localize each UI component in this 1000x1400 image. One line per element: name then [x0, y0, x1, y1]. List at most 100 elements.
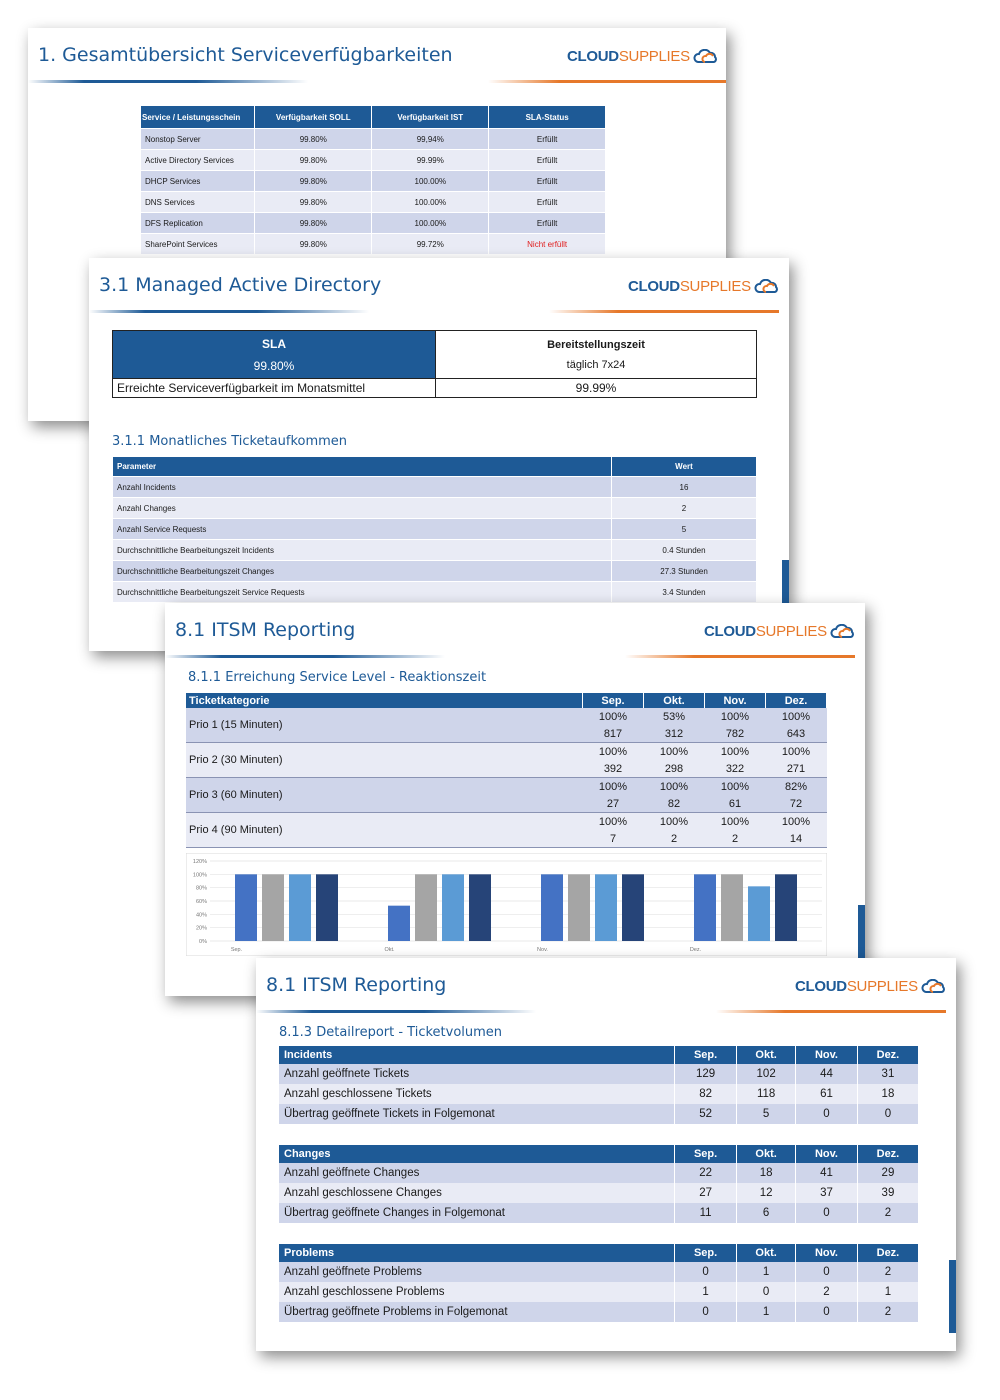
cell-value: 44	[795, 1064, 858, 1084]
cell-soll: 99.80%	[254, 212, 373, 234]
cloud-logo-icon	[830, 623, 854, 638]
ticket-volume-table-problems: Problems Sep. Okt. Nov. Dez. Anzahl geöffnete…	[279, 1244, 920, 1322]
cell-percent: 100%	[704, 708, 766, 725]
table-row: DFS Replication 99.80% 100.00% Erfüllt	[139, 212, 606, 234]
y-tick-label: 100%	[193, 872, 207, 878]
x-tick-label: Nov.	[537, 947, 548, 953]
cell-label: Übertrag geöffnete Tickets in Folgemonat	[279, 1104, 675, 1124]
table-row: Durchschnittliche Bearbeitungszeit Incid…	[112, 539, 757, 561]
cell-percent: 100%	[765, 812, 827, 830]
cell-sla-status: Erfüllt	[488, 149, 606, 171]
bereitstellungszeit-label: Bereitstellungszeit	[547, 338, 645, 351]
cell-value: 1	[674, 1282, 738, 1302]
section-heading: 8.1.3 Detailreport - Ticketvolumen	[279, 1025, 503, 1040]
cell-count: 14	[765, 830, 827, 848]
reaction-time-table: Ticketkategorie Sep. Okt. Nov. Dez. Prio…	[186, 693, 827, 848]
cell-service: Active Directory Services	[139, 149, 256, 171]
cloudsupplies-logo: CLOUD SUPPLIES	[628, 278, 781, 295]
cell-label: Anzahl geöffnete Tickets	[279, 1064, 675, 1084]
bar	[235, 874, 257, 941]
table-row: Anzahl Incidents 16	[112, 476, 757, 498]
cell-sla-status: Erfüllt	[488, 212, 606, 234]
col-header-service: Service / Leistungsschein	[139, 105, 256, 129]
table-row: Anzahl geschlossene Problems 1 0 2 1	[279, 1282, 920, 1302]
y-tick-label: 20%	[196, 926, 207, 932]
logo-underline	[716, 1010, 946, 1013]
col-header-month: Dez.	[857, 1244, 920, 1262]
cell-parameter: Anzahl Service Requests	[112, 518, 612, 540]
col-header-month: Nov.	[795, 1046, 858, 1064]
cell-count: 817	[582, 725, 644, 743]
cell-percent: 100%	[582, 812, 644, 830]
table-row: Übertrag geöffnete Tickets in Folgemonat…	[279, 1104, 920, 1124]
cell-percent: 82%	[765, 777, 827, 795]
table-row-count: 7 2 2 14	[186, 830, 827, 848]
col-header-soll: Verfügbarkeit SOLL	[254, 105, 373, 129]
y-tick-label: 40%	[196, 912, 207, 918]
cell-service: DNS Services	[139, 191, 256, 213]
cell-value: 1	[736, 1302, 797, 1322]
cell-value: 52	[674, 1104, 738, 1124]
cell-label: Anzahl geöffnete Changes	[279, 1163, 675, 1183]
cell-count: 782	[704, 725, 766, 743]
x-tick-label: Okt.	[384, 947, 395, 953]
cell-ticket-category: Prio 4 (90 Minuten)	[186, 812, 583, 848]
table-row-percent: Prio 3 (60 Minuten) 100% 100% 100% 82%	[186, 777, 827, 813]
table-row: Nonstop Server 99.80% 99,94% Erfüllt	[139, 128, 606, 150]
cell-label: Übertrag geöffnete Problems in Folgemona…	[279, 1302, 675, 1322]
bar	[721, 874, 743, 941]
cell-value: 18	[736, 1163, 797, 1183]
cell-value: 0	[736, 1282, 797, 1302]
bar	[568, 874, 590, 941]
col-header-sla-status: SLA-Status	[488, 105, 606, 129]
sla-label: SLA	[262, 336, 286, 351]
bar	[775, 874, 797, 941]
cell-ticket-category: Prio 1 (15 Minuten)	[186, 708, 583, 743]
y-tick-label: 80%	[196, 886, 207, 892]
cell-value: 41	[795, 1163, 858, 1183]
cell-value: 0	[795, 1302, 858, 1322]
table-row: Übertrag geöffnete Changes in Folgemonat…	[279, 1203, 920, 1223]
cell-value: 39	[857, 1183, 920, 1203]
cell-count: 298	[643, 760, 705, 778]
cell-value: 61	[795, 1084, 858, 1104]
availability-table: Service / Leistungsschein Verfügbarkeit S…	[139, 105, 606, 255]
cell-count: 271	[765, 760, 827, 778]
col-header-month: Okt.	[736, 1244, 797, 1262]
cell-count: 27	[582, 795, 644, 813]
group-header: Incidents	[279, 1046, 675, 1064]
cell-wert: 0.4 Stunden	[611, 539, 757, 561]
cell-value: 12	[736, 1183, 797, 1203]
table-row-count: 817 312 782 643	[186, 725, 827, 743]
cell-count: 643	[765, 725, 827, 743]
cell-count: 392	[582, 760, 644, 778]
availability-value: 99.99%	[435, 378, 757, 398]
cell-label: Anzahl geschlossene Changes	[279, 1183, 675, 1203]
cell-value: 0	[795, 1262, 858, 1282]
cell-percent: 100%	[704, 812, 766, 830]
cell-value: 82	[674, 1084, 738, 1104]
bar	[694, 874, 716, 941]
title-underline	[28, 80, 308, 83]
cell-value: 0	[674, 1302, 738, 1322]
cell-percent: 53%	[643, 708, 705, 725]
cell-sla-status: Erfüllt	[488, 128, 606, 150]
bar	[595, 874, 617, 941]
cell-value: 102	[736, 1064, 797, 1084]
col-header-ist: Verfügbarkeit IST	[371, 105, 490, 129]
col-header-okt: Okt.	[643, 693, 705, 708]
bar	[289, 874, 311, 941]
cell-percent: 100%	[582, 708, 644, 725]
col-header-ticketkategorie: Ticketkategorie	[186, 693, 583, 708]
bar	[469, 874, 491, 941]
cell-value: 0	[795, 1203, 858, 1223]
table-row-count: 27 82 61 72	[186, 795, 827, 813]
cell-label: Anzahl geschlossene Problems	[279, 1282, 675, 1302]
cell-percent: 100%	[765, 742, 827, 760]
cell-count: 82	[643, 795, 705, 813]
cell-ist: 99.72%	[371, 233, 490, 255]
title-underline	[256, 1010, 536, 1013]
cell-percent: 100%	[704, 777, 766, 795]
cell-value: 2	[857, 1262, 920, 1282]
cell-parameter: Anzahl Incidents	[112, 476, 612, 498]
